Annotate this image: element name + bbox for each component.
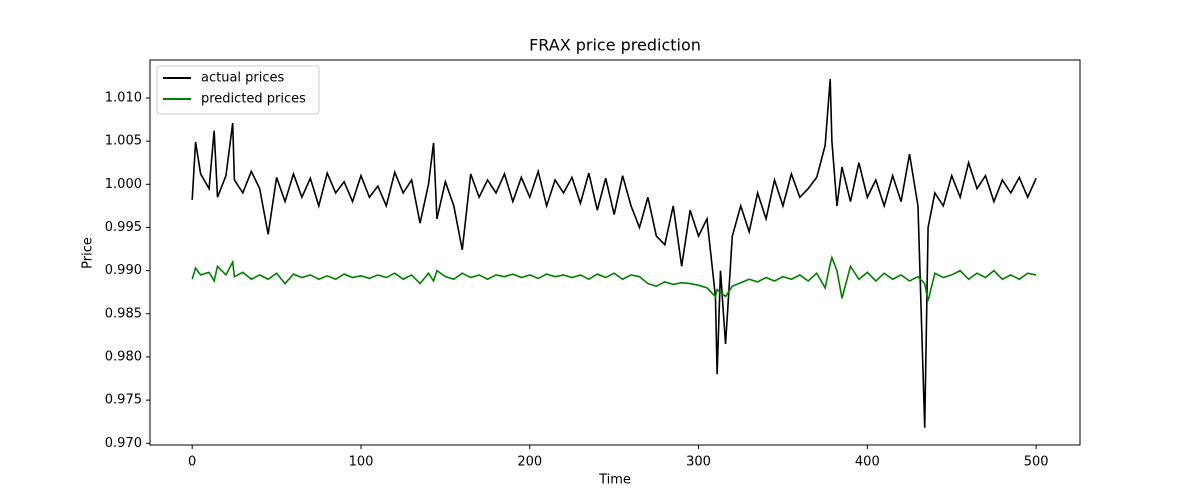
x-tick-label: 100 <box>349 455 374 470</box>
x-tick-label: 300 <box>686 455 711 470</box>
x-tick-label: 0 <box>188 455 196 470</box>
y-tick-label: 0.985 <box>105 306 142 321</box>
x-tick-label: 200 <box>517 455 542 470</box>
legend-label: predicted prices <box>201 92 306 107</box>
y-tick-label: 1.005 <box>105 134 142 149</box>
y-tick-label: 0.975 <box>105 393 142 408</box>
x-tick-label: 500 <box>1024 455 1049 470</box>
y-tick-label: 0.970 <box>105 436 142 451</box>
legend-label: actual prices <box>201 71 285 86</box>
data-line <box>191 255 1037 302</box>
data-line <box>191 78 1037 428</box>
y-tick-label: 1.000 <box>105 177 142 192</box>
x-tick-label: 400 <box>855 455 880 470</box>
chart-title: FRAX price prediction <box>529 36 701 55</box>
legend-box <box>156 65 320 115</box>
y-tick-label: 0.980 <box>105 349 142 364</box>
x-axis-label: Time <box>598 473 631 488</box>
plot-frame <box>149 59 1081 446</box>
y-axis-label: Price <box>81 237 96 269</box>
y-tick-label: 0.990 <box>105 263 142 278</box>
y-tick-label: 0.995 <box>105 220 142 235</box>
y-tick-label: 1.010 <box>105 90 142 105</box>
